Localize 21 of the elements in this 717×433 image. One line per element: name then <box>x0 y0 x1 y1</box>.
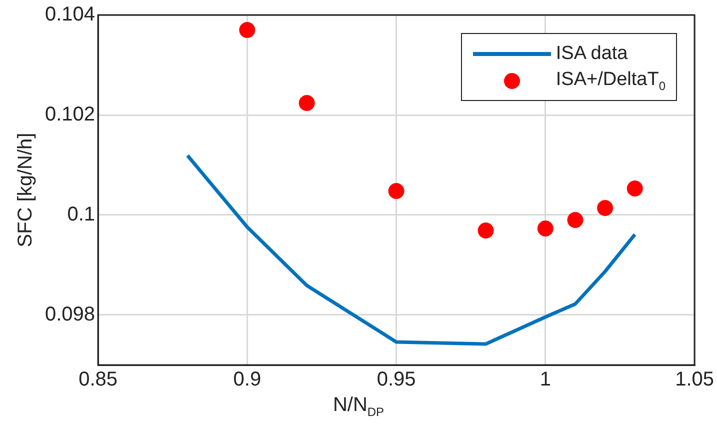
point <box>298 95 315 111</box>
point <box>478 222 494 238</box>
point <box>537 220 554 236</box>
x-tick-label: 1 <box>540 368 551 391</box>
x-tick-label: 0.85 <box>78 368 118 391</box>
point <box>239 22 256 38</box>
y-tick-label: 0.104 <box>44 4 96 26</box>
x-tick-label: 0.9 <box>233 368 262 391</box>
y-axis-title: SFC [kg/N/h] <box>14 132 37 248</box>
point <box>597 200 614 216</box>
legend-label: ISA+/DeltaT$_{0}$ <box>556 68 666 92</box>
y-tick-label: 0.1 <box>67 204 96 226</box>
point <box>388 183 404 199</box>
x-axis-title: N/N$_{DP}$ <box>332 394 386 419</box>
point <box>567 212 584 228</box>
y-tick-label: 0.102 <box>44 104 96 126</box>
point <box>626 180 643 196</box>
legend-label: ISA data <box>556 42 628 64</box>
y-tick-label: 0.098 <box>44 304 96 326</box>
x-tick-label: 0.95 <box>376 368 416 391</box>
x-tick-label: 1.05 <box>675 368 714 391</box>
